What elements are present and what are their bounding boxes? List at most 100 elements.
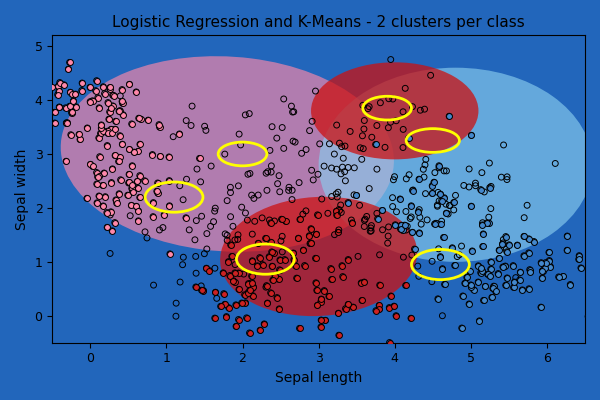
Point: [400, 222, 409, 228]
Point: [349, 192, 359, 198]
Point: [407, 229, 417, 236]
Point: [436, 191, 445, 197]
Point: [153, 180, 163, 186]
Point: [292, 275, 301, 281]
Point: [125, 146, 134, 153]
Point: [332, 212, 341, 218]
Point: [416, 221, 426, 227]
Point: [244, 289, 253, 296]
Point: [85, 98, 95, 105]
Point: [497, 241, 507, 248]
Point: [165, 251, 175, 257]
Point: [218, 270, 228, 276]
Point: [276, 238, 286, 244]
Point: [398, 254, 408, 260]
Point: [512, 242, 522, 248]
Point: [465, 268, 475, 274]
Point: [160, 212, 169, 218]
Point: [131, 89, 141, 95]
Point: [265, 254, 274, 260]
Point: [414, 176, 424, 182]
Point: [272, 135, 281, 141]
Point: [127, 162, 137, 169]
Point: [143, 117, 153, 123]
Point: [88, 163, 97, 170]
Point: [118, 112, 128, 118]
Point: [485, 160, 494, 166]
Point: [117, 86, 127, 93]
Point: [371, 141, 380, 148]
Point: [445, 113, 454, 120]
Point: [248, 292, 257, 299]
Point: [395, 196, 405, 202]
Point: [115, 190, 124, 197]
Point: [316, 317, 326, 323]
Point: [82, 195, 92, 202]
Point: [65, 103, 74, 109]
Point: [245, 287, 254, 293]
Point: [437, 198, 446, 204]
Point: [452, 253, 462, 260]
Point: [525, 266, 535, 273]
Point: [270, 272, 280, 279]
Point: [175, 182, 185, 189]
Point: [59, 82, 69, 88]
Point: [272, 294, 282, 301]
Point: [115, 93, 125, 99]
Point: [255, 254, 265, 261]
Point: [305, 240, 315, 247]
Point: [110, 152, 120, 159]
Point: [98, 203, 108, 209]
Point: [396, 226, 406, 232]
Point: [371, 308, 381, 314]
Point: [359, 279, 369, 285]
Point: [262, 282, 271, 289]
Point: [494, 247, 504, 253]
Point: [431, 220, 440, 226]
Point: [53, 83, 63, 89]
Point: [68, 98, 78, 104]
Point: [343, 199, 353, 206]
Point: [499, 236, 508, 243]
Point: [343, 256, 353, 263]
Point: [488, 285, 497, 292]
Point: [281, 218, 290, 224]
Point: [332, 194, 342, 200]
Point: [562, 233, 572, 239]
Point: [103, 142, 112, 149]
Point: [473, 279, 483, 285]
Point: [77, 80, 87, 86]
Point: [439, 168, 449, 174]
Point: [430, 221, 439, 227]
Point: [107, 179, 116, 186]
Point: [226, 189, 235, 196]
Point: [234, 316, 244, 323]
Point: [487, 294, 497, 301]
Point: [479, 189, 489, 195]
Point: [275, 267, 284, 273]
Point: [226, 242, 235, 248]
Point: [289, 250, 298, 256]
Point: [275, 257, 285, 263]
Point: [329, 151, 339, 157]
Point: [501, 233, 511, 240]
Point: [211, 289, 220, 296]
Point: [40, 138, 49, 144]
Point: [125, 81, 134, 88]
Point: [391, 222, 400, 228]
Point: [247, 231, 257, 237]
Point: [449, 207, 458, 213]
Point: [164, 178, 174, 184]
Point: [224, 258, 233, 265]
Point: [478, 243, 488, 250]
Point: [2, 126, 12, 132]
Point: [367, 222, 376, 229]
Point: [398, 144, 408, 151]
Point: [515, 269, 525, 275]
Point: [498, 264, 508, 270]
Point: [459, 182, 469, 189]
Point: [135, 141, 145, 148]
Point: [391, 222, 400, 228]
Point: [50, 109, 59, 116]
Point: [361, 216, 370, 222]
